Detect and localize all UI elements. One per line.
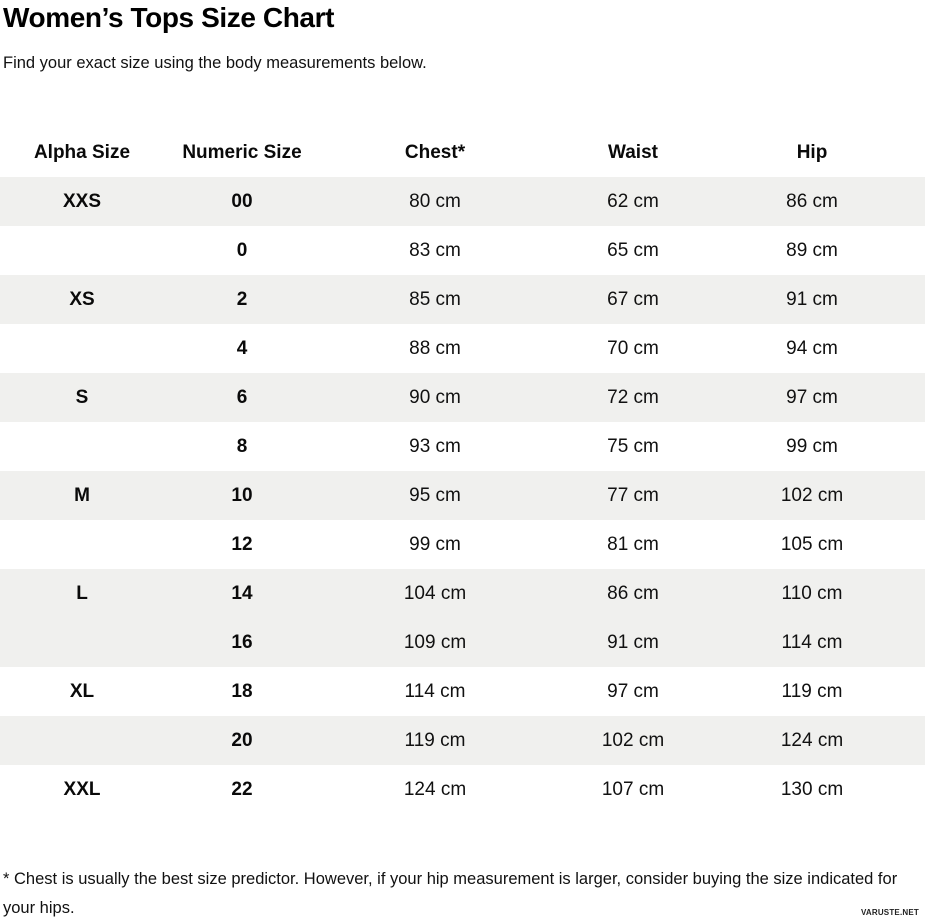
chest-cell: 85 cm [409,288,461,310]
column-header-alpha-size: Alpha Size [33,141,131,163]
numeric-cell: 16 [231,631,253,653]
numeric-cell: 4 [236,337,248,359]
waist-cell: 65 cm [607,239,659,261]
numeric-cell: 2 [236,288,248,310]
waist-cell: 107 cm [601,778,665,800]
hip-cell: 89 cm [786,239,838,261]
size-row: 16 109 cm 91 cm 114 cm [0,618,925,667]
alpha-cell: M [74,484,90,506]
waist-cell: 86 cm [607,582,659,604]
size-row: 0 83 cm 65 cm 89 cm [0,226,925,275]
numeric-cell: 22 [231,778,253,800]
chest-cell: 119 cm [404,729,466,751]
chest-cell: 99 cm [409,533,461,555]
waist-cell: 81 cm [607,533,659,555]
alpha-cell [0,324,164,373]
alpha-cell [0,520,164,569]
numeric-cell: 0 [236,239,248,261]
size-chart-table: Alpha Size Numeric Size Chest* Waist Hip… [0,128,925,814]
waist-cell: 70 cm [607,337,659,359]
size-row: 12 99 cm 81 cm 105 cm [0,520,925,569]
size-row: 20 119 cm 102 cm 124 cm [0,716,925,765]
alpha-cell [0,618,164,667]
size-row: 8 93 cm 75 cm 99 cm [0,422,925,471]
alpha-cell [0,422,164,471]
page-subtitle: Find your exact size using the body meas… [3,54,427,72]
size-row: 4 88 cm 70 cm 94 cm [0,324,925,373]
chest-cell: 109 cm [403,631,467,653]
hip-cell: 105 cm [780,533,844,555]
hip-cell: 124 cm [780,729,844,751]
hip-cell: 91 cm [786,288,838,310]
hip-cell: 130 cm [780,778,844,800]
waist-cell: 91 cm [607,631,659,653]
footnote: * Chest is usually the best size predict… [3,870,898,917]
hip-cell: 114 cm [781,631,843,653]
hip-cell: 110 cm [781,582,843,604]
size-table-body: XXS 00 80 cm 62 cm 86 cm 0 83 cm 65 cm 89 cm XS 2 8… [0,177,925,814]
alpha-cell [0,716,164,765]
alpha-cell: XL [69,680,95,702]
hip-cell: 99 cm [786,435,838,457]
alpha-cell: S [75,386,89,408]
waist-cell: 75 cm [607,435,659,457]
numeric-cell: 10 [231,484,253,506]
column-header-chest: Chest* [404,141,466,163]
column-header-hip: Hip [796,141,828,163]
size-row: XXS 00 80 cm 62 cm 86 cm [0,177,925,226]
waist-cell: 102 cm [601,729,665,751]
size-row: XS 2 85 cm 67 cm 91 cm [0,275,925,324]
chest-cell: 93 cm [409,435,461,457]
numeric-cell: 18 [231,680,253,702]
column-header-waist: Waist [608,141,658,163]
page-title: Women’s Tops Size Chart [3,2,334,33]
waist-cell: 62 cm [607,190,659,212]
chest-cell: 80 cm [409,190,461,212]
chest-cell: 88 cm [409,337,461,359]
header-row: Alpha Size Numeric Size Chest* Waist Hip [0,128,925,177]
alpha-cell: L [76,582,88,604]
alpha-cell [0,226,164,275]
size-row: M 10 95 cm 77 cm 102 cm [0,471,925,520]
chest-cell: 124 cm [403,778,467,800]
size-row: S 6 90 cm 72 cm 97 cm [0,373,925,422]
numeric-cell: 14 [231,582,253,604]
alpha-cell: XXS [62,190,102,212]
numeric-cell: 6 [236,386,248,408]
waist-cell: 97 cm [607,680,659,702]
waist-cell: 67 cm [607,288,659,310]
hip-cell: 119 cm [781,680,843,702]
size-row: XL 18 114 cm 97 cm 119 cm [0,667,925,716]
numeric-cell: 20 [231,729,253,751]
hip-cell: 94 cm [786,337,838,359]
size-row: XXL 22 124 cm 107 cm 130 cm [0,765,925,814]
chest-cell: 114 cm [404,680,466,702]
chest-cell: 83 cm [409,239,461,261]
size-row: L 14 104 cm 86 cm 110 cm [0,569,925,618]
waist-cell: 72 cm [607,386,659,408]
hip-cell: 102 cm [780,484,844,506]
alpha-cell: XS [69,288,95,310]
numeric-cell: 00 [231,190,253,212]
watermark: VARUSTE.NET [860,908,919,917]
numeric-cell: 8 [236,435,248,457]
hip-cell: 97 cm [786,386,838,408]
chest-cell: 90 cm [409,386,461,408]
hip-cell: 86 cm [786,190,838,212]
waist-cell: 77 cm [607,484,659,506]
numeric-cell: 12 [231,533,253,555]
chest-cell: 104 cm [403,582,467,604]
alpha-cell: XXL [63,778,101,800]
chest-cell: 95 cm [409,484,461,506]
column-header-numeric-size: Numeric Size [182,141,302,163]
